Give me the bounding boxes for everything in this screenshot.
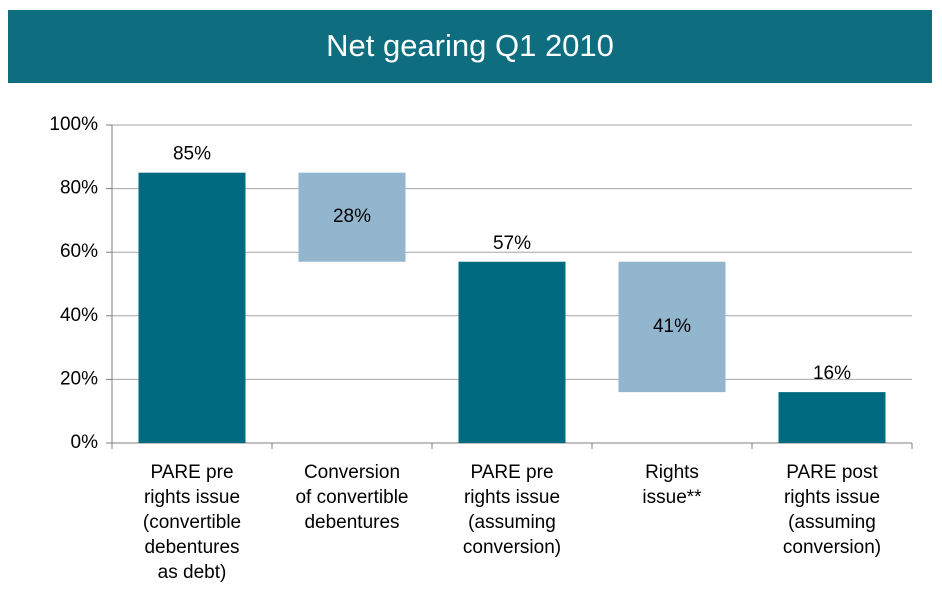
x-tick-label: Conversion of convertible debentures: [295, 462, 409, 533]
y-tick-label: 40%: [60, 305, 98, 326]
bar: [458, 261, 566, 443]
y-tick-label: 100%: [49, 114, 98, 135]
title-banner: [8, 10, 932, 83]
y-tick-label: 80%: [60, 178, 98, 199]
data-label: 28%: [333, 206, 371, 227]
bar: [778, 392, 886, 443]
y-tick-label: 20%: [60, 368, 98, 389]
x-tick-label: PARE pre rights issue (assuming conversi…: [462, 462, 562, 558]
bar: [138, 172, 246, 443]
chart-title: Net gearing Q1 2010: [326, 28, 614, 63]
y-tick-label: 60%: [60, 241, 98, 262]
x-tick-label: PARE post rights issue (assuming convers…: [782, 462, 882, 558]
data-label: 16%: [813, 363, 851, 384]
y-tick-label: 0%: [71, 432, 99, 453]
x-tick-label: Rights issue**: [642, 462, 702, 508]
x-tick-label: PARE pre rights issue (convertible deben…: [142, 462, 242, 583]
data-label: 85%: [173, 144, 211, 165]
bar: [618, 261, 726, 393]
data-label: 57%: [493, 233, 531, 254]
bar: [298, 172, 406, 262]
data-label: 41%: [653, 316, 691, 337]
